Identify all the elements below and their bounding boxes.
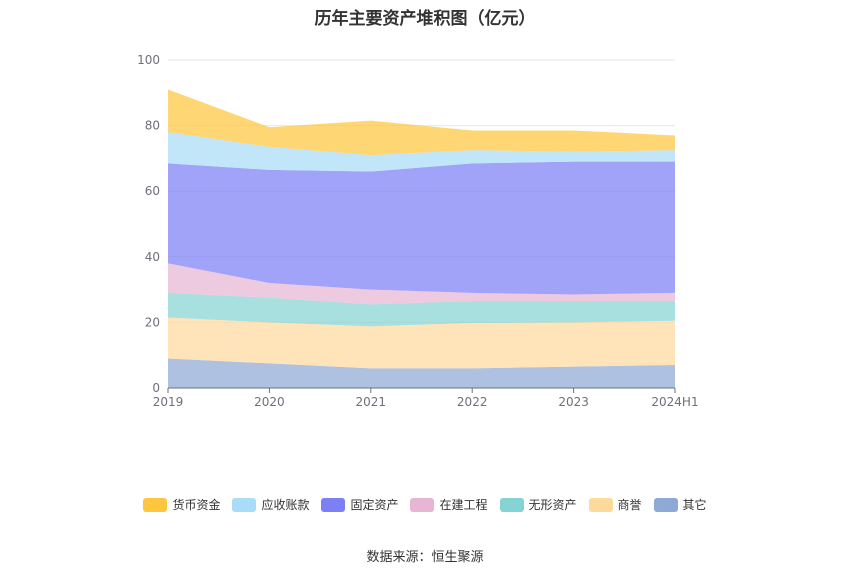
legend-item[interactable]: 其它 bbox=[653, 496, 707, 513]
y-tick-label: 0 bbox=[152, 381, 160, 395]
area-series bbox=[168, 132, 675, 172]
legend-item[interactable]: 无形资产 bbox=[499, 496, 577, 513]
legend-swatch bbox=[232, 497, 257, 512]
x-tick-label: 2020 bbox=[254, 395, 285, 409]
area-series bbox=[168, 358, 675, 388]
stacked-area-chart: 0 20 40 60 80 100 2019 2020 2021 2022 2023 2024H1 bbox=[137, 53, 699, 409]
x-tick-label: 2021 bbox=[356, 395, 387, 409]
y-tick-label: 100 bbox=[137, 53, 160, 67]
data-source: 数据来源：恒生聚源 bbox=[366, 550, 484, 565]
legend-label: 无形资产 bbox=[528, 498, 577, 512]
y-tick-label: 20 bbox=[145, 315, 160, 329]
y-tick-label: 80 bbox=[145, 119, 160, 133]
legend-swatch bbox=[499, 497, 524, 512]
x-tick-label: 2024H1 bbox=[651, 395, 698, 409]
legend-item[interactable]: 商誉 bbox=[588, 496, 642, 513]
y-tick-label: 60 bbox=[145, 184, 160, 198]
legend-item[interactable]: 固定资产 bbox=[321, 496, 398, 513]
legend-label: 商誉 bbox=[617, 498, 642, 512]
area-series bbox=[168, 292, 675, 327]
area-series bbox=[168, 317, 675, 369]
legend-item[interactable]: 货币资金 bbox=[143, 496, 220, 513]
legend: 货币资金 应收账款 固定资产 在建工程 无形资产 商誉 其它 bbox=[0, 496, 850, 513]
area-series bbox=[168, 263, 675, 305]
legend-label: 应收账款 bbox=[261, 498, 310, 512]
legend-label: 其它 bbox=[682, 498, 707, 512]
area-series bbox=[168, 89, 675, 156]
legend-swatch bbox=[143, 497, 168, 512]
legend-swatch bbox=[588, 497, 613, 512]
x-tick-label: 2023 bbox=[558, 395, 589, 409]
y-tick-label: 40 bbox=[145, 250, 160, 264]
area-series bbox=[168, 161, 675, 295]
legend-label: 固定资产 bbox=[350, 498, 399, 512]
legend-label: 货币资金 bbox=[172, 498, 221, 512]
legend-swatch bbox=[321, 497, 346, 512]
legend-item[interactable]: 在建工程 bbox=[410, 496, 488, 513]
legend-label: 在建工程 bbox=[439, 498, 488, 512]
x-tick-label: 2022 bbox=[457, 395, 488, 409]
legend-swatch bbox=[653, 497, 678, 512]
x-tick-label: 2019 bbox=[153, 395, 184, 409]
chart-title: 历年主要资产堆积图（亿元） bbox=[314, 9, 536, 29]
legend-swatch bbox=[410, 497, 435, 512]
legend-item[interactable]: 应收账款 bbox=[232, 496, 309, 513]
